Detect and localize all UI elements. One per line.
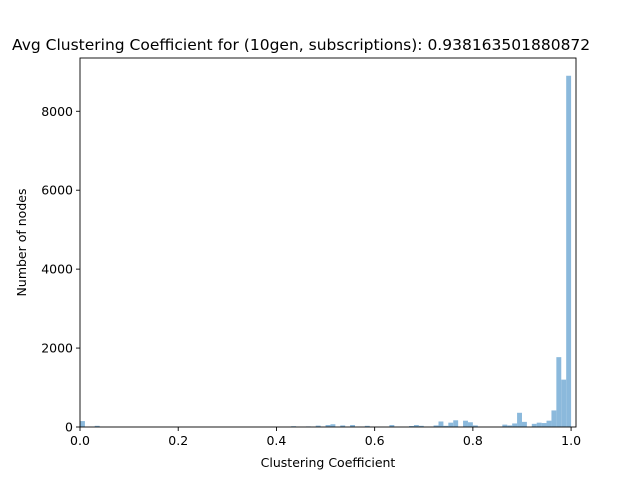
histogram-bar xyxy=(315,425,321,427)
histogram-bar xyxy=(413,425,419,427)
y-tick-label: 2000 xyxy=(41,341,73,356)
histogram-bar xyxy=(561,379,567,427)
histogram-bar xyxy=(517,412,522,427)
x-tick-label: 0.0 xyxy=(70,433,90,448)
histogram-bar xyxy=(546,420,552,427)
histogram-bar xyxy=(418,425,424,427)
x-tick-label: 1.0 xyxy=(561,433,581,448)
histogram-bar xyxy=(438,421,444,427)
chart-title: Avg Clustering Coefficient for (10gen, s… xyxy=(12,36,590,54)
histogram-bar xyxy=(556,357,562,427)
histogram-bar xyxy=(453,420,459,427)
x-tick-label: 0.6 xyxy=(365,433,385,448)
y-tick-label: 8000 xyxy=(41,104,73,119)
histogram-bar xyxy=(472,425,478,427)
histogram-bar xyxy=(551,410,557,427)
histogram-bar xyxy=(536,422,542,427)
histogram-bar xyxy=(521,421,527,427)
y-tick-label: 6000 xyxy=(41,183,73,198)
histogram-bar xyxy=(433,425,439,427)
x-tick-label: 0.4 xyxy=(266,433,286,448)
histogram-bar xyxy=(566,75,572,427)
histogram-bar xyxy=(463,420,468,427)
histogram-bar xyxy=(531,423,537,427)
histogram-bar xyxy=(364,425,370,427)
y-axis: 0 2000 4000 6000 8000 xyxy=(41,104,80,435)
histogram-bar xyxy=(448,422,454,427)
histogram-bar xyxy=(467,422,473,427)
histogram-bar xyxy=(350,425,356,427)
histogram-bars xyxy=(80,75,572,427)
histogram-bar xyxy=(340,425,346,427)
x-tick-label: 0.8 xyxy=(463,433,483,448)
plot-frame xyxy=(79,57,577,428)
histogram-bar xyxy=(507,425,513,427)
x-tick-label: 0.2 xyxy=(168,433,188,448)
histogram-bar xyxy=(325,425,331,427)
histogram-bar xyxy=(541,423,547,427)
histogram-bar xyxy=(389,425,395,427)
x-axis: 0.0 0.2 0.4 0.6 0.8 1.0 xyxy=(70,427,581,448)
histogram-bar xyxy=(502,424,508,427)
x-axis-label: Clustering Coefficient xyxy=(261,455,396,470)
histogram-bar xyxy=(512,423,518,427)
y-tick-label: 4000 xyxy=(41,262,73,277)
y-axis-label: Number of nodes xyxy=(14,189,29,297)
histogram-bar xyxy=(94,425,100,427)
histogram-bar xyxy=(330,424,336,427)
y-tick-label: 0 xyxy=(65,420,73,435)
histogram-bar xyxy=(443,425,449,427)
histogram-bar xyxy=(80,421,85,427)
histogram-bar xyxy=(409,426,414,427)
